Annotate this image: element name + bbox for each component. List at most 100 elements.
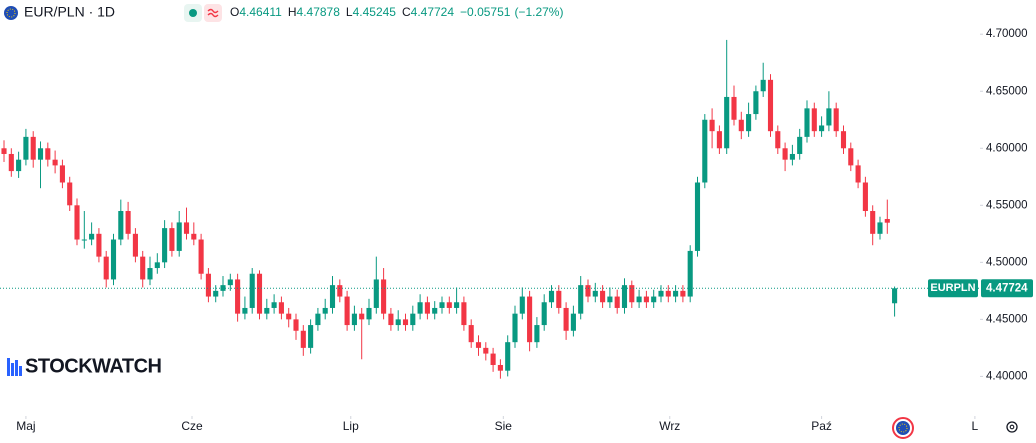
- candle-body: [1, 148, 7, 154]
- candle-body: [74, 205, 80, 240]
- ohlc-readout: O4.46411 H4.47878 L4.45245 C4.47724 −0.05751…: [230, 5, 563, 19]
- x-tick-label: Sie: [495, 419, 513, 433]
- candle-body: [96, 233, 102, 257]
- candle-body: [782, 148, 788, 160]
- logo-bar: [11, 363, 14, 376]
- ohlc-letter: O: [230, 5, 239, 19]
- logo-bar: [7, 358, 10, 376]
- ohlc-value: 4.47878: [297, 5, 341, 19]
- candle-body: [468, 325, 474, 343]
- compare-button[interactable]: [204, 4, 222, 22]
- gear[interactable]: [1006, 421, 1018, 433]
- candle-body: [249, 273, 255, 308]
- candle-body: [673, 290, 679, 297]
- candle-body: [687, 250, 693, 297]
- candle-body: [534, 325, 540, 343]
- candle-body: [271, 302, 277, 308]
- symbol-icon-stars: [6, 8, 16, 18]
- candle-body: [767, 79, 774, 132]
- candle-body: [746, 114, 752, 132]
- candle-body: [103, 256, 109, 280]
- candle-body: [578, 285, 584, 314]
- candle-body: [264, 307, 270, 314]
- symbol-icon: [4, 6, 18, 20]
- candle-body: [497, 364, 503, 371]
- candle-body: [140, 256, 146, 280]
- candle-body: [826, 108, 832, 126]
- candle-body: [169, 228, 175, 251]
- candle-body: [81, 239, 87, 241]
- y-tick-label: 4.45000: [986, 313, 1028, 325]
- logo-bar: [19, 366, 22, 376]
- candle-body: [840, 131, 847, 149]
- header: EUR/PLN · 1D O4.46411 H4.47878 L4.45245 C4.…: [4, 4, 563, 22]
- ticker-tag: [928, 279, 978, 298]
- change-value: −0.05751: [460, 5, 511, 19]
- ohlc-value: 4.46411: [239, 5, 282, 19]
- candle-body: [432, 307, 438, 314]
- ohlc-letter: H: [288, 5, 297, 19]
- candle-body: [410, 313, 416, 326]
- change-percent: (−1.27%): [514, 5, 563, 19]
- candle-body: [651, 296, 657, 303]
- candle-body: [738, 119, 744, 132]
- candle-body: [483, 347, 489, 354]
- candle-body: [819, 125, 825, 132]
- candle-body: [600, 290, 606, 303]
- candle-body: [235, 279, 241, 314]
- y-tick-label: 4.70000: [986, 28, 1028, 40]
- candle-body: [716, 131, 722, 149]
- candle-body: [724, 96, 730, 149]
- candle-body: [293, 319, 299, 331]
- candle-body: [614, 296, 620, 308]
- candle-body: [877, 222, 883, 234]
- candle-body: [548, 290, 555, 303]
- x-tick-label: Cze: [181, 419, 203, 433]
- compare-icon: [207, 8, 219, 18]
- candle-body: [884, 218, 890, 223]
- x-tick-label: Paź: [811, 419, 832, 433]
- candle-body: [176, 222, 182, 251]
- candle-body: [505, 342, 511, 371]
- flag-badge[interactable]: [892, 417, 914, 439]
- candle-body: [870, 211, 876, 234]
- ohlc-value: 4.45245: [353, 5, 397, 19]
- candle-body: [519, 296, 525, 314]
- candle-body: [351, 313, 357, 326]
- logo-bar: [15, 360, 18, 376]
- candle-body: [373, 279, 379, 308]
- candle-body: [636, 296, 642, 303]
- candle-body: [417, 302, 423, 314]
- watermark-text: STOCKWATCH: [25, 355, 162, 377]
- candle-body: [359, 313, 365, 320]
- candle-body: [45, 148, 51, 160]
- candle-body: [621, 285, 628, 308]
- candle-body: [220, 285, 226, 291]
- candle-body: [89, 233, 95, 240]
- candle-body: [402, 319, 409, 326]
- candle-body: [300, 330, 306, 348]
- candle-body: [892, 288, 898, 304]
- candle-body: [760, 79, 766, 92]
- candle-body: [424, 302, 430, 314]
- y-tick-label: 4.55000: [986, 199, 1028, 211]
- candle-body: [118, 211, 124, 240]
- x-tick-label: Maj: [16, 419, 35, 433]
- candle-body: [570, 313, 576, 331]
- candle-body: [256, 273, 263, 314]
- y-tick-label: 4.60000: [986, 142, 1028, 154]
- candle-body: [191, 233, 197, 240]
- ohlc-value: 4.47724: [411, 5, 455, 19]
- candle-body: [16, 159, 22, 172]
- price-tag: [981, 279, 1033, 298]
- candle-body: [8, 153, 14, 172]
- badge-stars: [898, 423, 908, 433]
- settings-icon[interactable]: [1006, 421, 1018, 433]
- candle-body: [23, 136, 29, 160]
- candle-body: [556, 290, 562, 308]
- candle-body: [329, 285, 336, 308]
- candle-body: [205, 273, 211, 297]
- candle-body: [833, 108, 839, 132]
